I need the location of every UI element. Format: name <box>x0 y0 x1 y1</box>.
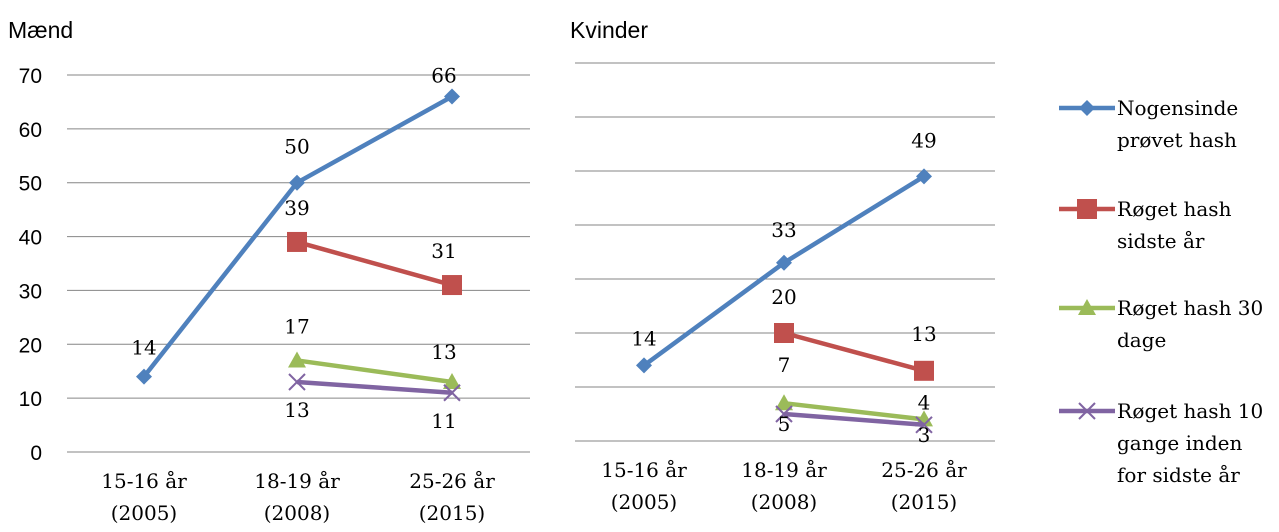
data-label-men-ever-1: 50 <box>284 135 309 159</box>
legend-label-year-0: Røget hash <box>1117 197 1232 221</box>
legend-item-times10: Røget hash 10 gange inden for sidste år <box>1059 399 1263 487</box>
marker-women-times10-1 <box>775 405 793 423</box>
marker-men-year-1 <box>287 231 307 252</box>
xtick-label-men-2-0: 25-26 år <box>409 469 495 493</box>
ytick-label-men-10: 10 <box>19 388 42 411</box>
marker-women-ever-1 <box>776 254 792 271</box>
xtick-label-women-2-1: (2015) <box>891 490 958 514</box>
ytick-label-men-40: 40 <box>19 227 42 250</box>
xtick-label-men-2-1: (2015) <box>419 501 486 525</box>
marker-men-days30-2 <box>443 372 461 389</box>
data-label-women-times10-2: 3 <box>918 423 931 447</box>
xtick-label-women-1-0: 18-19 år <box>741 458 827 482</box>
data-label-men-year-2: 31 <box>431 239 456 263</box>
data-label-women-ever-0: 14 <box>631 326 656 350</box>
data-label-men-times10-2: 11 <box>431 409 456 433</box>
marker-men-times10-2 <box>443 384 461 402</box>
legend-swatch-marker-times10 <box>1078 402 1096 420</box>
ytick-label-men-60: 60 <box>19 119 42 142</box>
marker-men-ever-0 <box>136 368 152 385</box>
xtick-label-men-1-0: 18-19 år <box>254 469 340 493</box>
chart-panel-women: Kvinder 15-16 år (2005) 18-19 år (2008) 25-26… <box>570 17 995 514</box>
legend-item-days30: Røget hash 30 dage <box>1059 296 1263 352</box>
panel-title-women: Kvinder <box>570 17 648 43</box>
data-label-women-ever-1: 33 <box>771 218 796 242</box>
legend-label-times10-1: gange inden <box>1117 431 1243 455</box>
legend-label-year-1: sidste år <box>1117 229 1205 253</box>
marker-women-ever-0 <box>636 357 652 374</box>
legend-swatch-marker-year <box>1077 199 1097 219</box>
xtick-label-women-1-1: (2008) <box>751 490 818 514</box>
data-label-men-days30-2: 13 <box>431 340 456 364</box>
series-line-men-times10 <box>296 379 453 396</box>
marker-men-ever-2 <box>444 88 460 105</box>
data-label-women-year-2: 13 <box>911 322 936 346</box>
xtick-label-men-0-1: (2005) <box>111 501 178 525</box>
data-label-men-ever-0: 14 <box>131 336 156 360</box>
legend-swatch-marker-days30 <box>1078 299 1096 315</box>
legend-swatch-marker-ever <box>1079 100 1095 116</box>
marker-men-year-2 <box>442 275 462 296</box>
legend-label-ever-1: prøvet hash <box>1117 128 1237 152</box>
data-label-men-times10-1: 13 <box>284 398 309 422</box>
xtick-label-women-0-1: (2005) <box>611 490 678 514</box>
ytick-label-men-30: 30 <box>19 280 42 303</box>
ytick-label-men-50: 50 <box>19 173 42 196</box>
data-label-men-year-1: 39 <box>284 196 309 220</box>
marker-men-days30-1 <box>288 351 306 368</box>
ytick-label-men-0: 0 <box>30 442 42 465</box>
data-label-women-days30-2: 4 <box>918 390 931 414</box>
marker-women-ever-2 <box>916 168 932 185</box>
data-label-men-ever-2: 66 <box>431 64 456 88</box>
legend-item-ever: Nogensinde prøvet hash <box>1059 96 1238 152</box>
chart-panel-men: Mænd 0 10 20 30 40 50 60 70 15-16 år (2005) 18-19 å… <box>8 17 530 525</box>
legend-item-year: Røget hash sidste år <box>1059 197 1232 253</box>
xtick-label-women-2-0: 25-26 år <box>881 458 967 482</box>
data-label-women-year-1: 20 <box>771 285 796 309</box>
series-line-men-days30 <box>296 358 453 385</box>
data-label-women-days30-1: 7 <box>778 353 791 377</box>
legend-label-times10-0: Røget hash 10 <box>1117 399 1263 423</box>
marker-women-times10-2 <box>915 416 933 434</box>
legend: Nogensinde prøvet hash Røget hash sidste år… <box>1059 96 1263 487</box>
legend-label-days30-1: dage <box>1117 328 1166 352</box>
ytick-label-men-20: 20 <box>19 334 42 357</box>
series-line-women-year <box>783 330 925 373</box>
data-label-women-ever-2: 49 <box>911 128 936 152</box>
legend-label-times10-2: for sidste år <box>1117 463 1240 487</box>
ytick-label-men-70: 70 <box>19 65 42 88</box>
marker-women-year-2 <box>914 360 934 381</box>
series-line-women-days30 <box>783 400 925 422</box>
legend-label-ever-0: Nogensinde <box>1117 96 1238 120</box>
legend-label-days30-0: Røget hash 30 <box>1117 296 1263 320</box>
xtick-label-men-1-1: (2008) <box>264 501 331 525</box>
data-label-women-times10-1: 5 <box>778 412 791 436</box>
series-line-men-year <box>296 239 453 288</box>
series-line-women-times10 <box>783 411 925 428</box>
marker-men-times10-1 <box>288 373 306 391</box>
marker-men-ever-1 <box>289 174 305 191</box>
marker-women-days30-1 <box>775 394 793 411</box>
panel-title-men: Mænd <box>8 17 73 43</box>
xtick-label-women-0-0: 15-16 år <box>601 458 687 482</box>
xtick-label-men-0-0: 15-16 år <box>101 469 187 493</box>
data-label-men-days30-1: 17 <box>284 314 309 338</box>
marker-women-year-1 <box>774 323 794 343</box>
